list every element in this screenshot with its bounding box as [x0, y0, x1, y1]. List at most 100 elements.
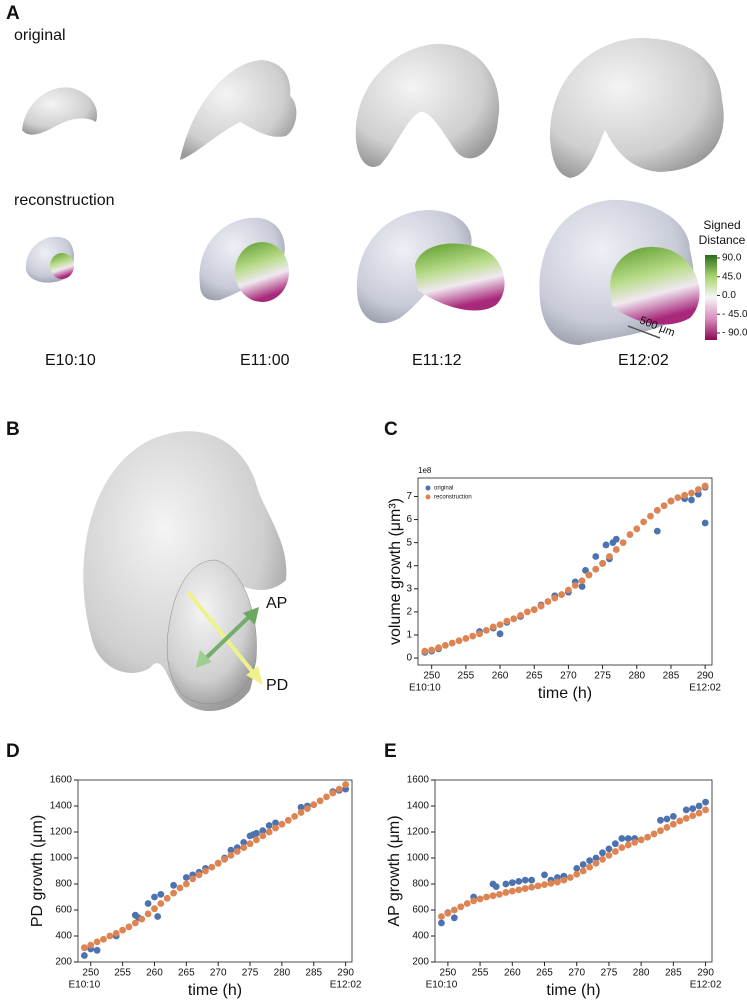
y-tick-label: 6 — [406, 514, 412, 525]
legend-marker — [425, 485, 431, 491]
data-point — [421, 647, 429, 655]
x-tick-label: 265 — [526, 671, 543, 682]
data-point — [435, 644, 442, 652]
axis-arrow-label: PD — [266, 677, 288, 694]
data-point — [544, 598, 552, 605]
data-point — [483, 893, 490, 901]
offset-label: 1e8 — [418, 466, 432, 475]
data-point — [694, 486, 702, 493]
data-point — [221, 855, 228, 863]
data-point — [530, 606, 538, 613]
data-point — [240, 844, 248, 851]
stage-label: E11:00 — [240, 352, 290, 369]
x-axis-label: time (h) — [546, 982, 600, 999]
data-point — [547, 879, 555, 887]
data-point — [438, 913, 445, 920]
data-point — [100, 935, 107, 943]
data-point — [624, 841, 632, 849]
data-point — [611, 840, 619, 848]
data-point — [496, 891, 503, 898]
data-point — [689, 805, 697, 812]
stage-label: E12:02 — [618, 352, 669, 369]
data-point — [701, 519, 709, 527]
data-point — [515, 886, 523, 894]
data-point — [573, 870, 581, 878]
data-point — [176, 884, 184, 892]
data-point — [537, 602, 545, 610]
data-point — [510, 615, 518, 623]
data-point — [470, 897, 478, 905]
pd-arrow — [186, 590, 263, 685]
data-point — [284, 816, 292, 824]
data-point — [695, 802, 703, 810]
data-point — [182, 874, 190, 881]
y-tick-label: 0 — [406, 653, 412, 664]
data-point — [457, 903, 465, 911]
plot-frame — [417, 477, 713, 666]
y-tick-label: 1200 — [50, 827, 73, 838]
data-point — [151, 893, 158, 901]
x-tick-label: 275 — [242, 968, 259, 979]
data-point — [660, 502, 668, 510]
y-tick-label: 2 — [406, 607, 412, 618]
x-tick-label: 265 — [178, 968, 195, 979]
data-point — [592, 859, 600, 867]
data-point — [112, 930, 120, 937]
data-point — [586, 863, 594, 871]
data-point — [272, 824, 279, 832]
data-point — [688, 496, 695, 504]
stage-label: E10:10 — [45, 352, 96, 369]
x-tick-label: 275 — [601, 968, 618, 979]
data-point — [612, 546, 620, 553]
data-point — [663, 815, 671, 823]
data-point — [599, 560, 607, 567]
x-tick-label: 275 — [594, 671, 611, 682]
data-point — [240, 839, 248, 846]
x-axis-label: time (h) — [538, 685, 592, 702]
data-point — [695, 809, 703, 817]
data-point — [579, 867, 587, 875]
data-point — [441, 641, 449, 649]
y-tick-label: 800 — [55, 879, 72, 890]
x-tick-label: 280 — [274, 968, 291, 979]
data-point — [541, 881, 548, 889]
data-point — [106, 932, 114, 940]
original-shapes — [22, 38, 724, 178]
data-point — [566, 874, 574, 881]
data-point — [571, 581, 579, 589]
data-point — [674, 494, 682, 502]
data-point — [681, 491, 689, 499]
data-point — [93, 938, 101, 946]
data-point — [688, 489, 695, 497]
x-tick-label: 290 — [337, 968, 354, 979]
data-point — [208, 863, 216, 871]
data-point — [669, 820, 677, 828]
data-point — [448, 639, 456, 647]
data-point — [640, 518, 648, 526]
x-tick-label: 280 — [628, 671, 645, 682]
y-tick-label: 1000 — [407, 853, 430, 864]
y-tick-label: 800 — [412, 879, 429, 890]
y-tick-label: 200 — [412, 957, 429, 968]
y-tick-label: 1000 — [50, 853, 73, 864]
data-point — [157, 900, 165, 907]
data-point — [469, 632, 477, 640]
data-point — [503, 617, 511, 625]
data-point — [278, 820, 286, 828]
y-tick-label: 1200 — [407, 827, 430, 838]
time-annotation: E10:10 — [409, 683, 441, 694]
y-tick-label: 4 — [406, 560, 412, 571]
y-tick-label: 400 — [55, 931, 72, 942]
time-annotation: E12:02 — [690, 980, 722, 991]
data-point — [657, 827, 664, 835]
data-point — [553, 878, 561, 886]
data-point — [647, 512, 654, 520]
x-tick-label: 280 — [633, 968, 650, 979]
data-point — [489, 892, 497, 900]
data-point — [80, 952, 88, 959]
y-tick-label: 600 — [55, 905, 72, 916]
data-point — [125, 923, 133, 931]
colorbar-tick-label: - 90.0 — [722, 328, 747, 339]
y-tick-label: 1 — [406, 630, 412, 641]
